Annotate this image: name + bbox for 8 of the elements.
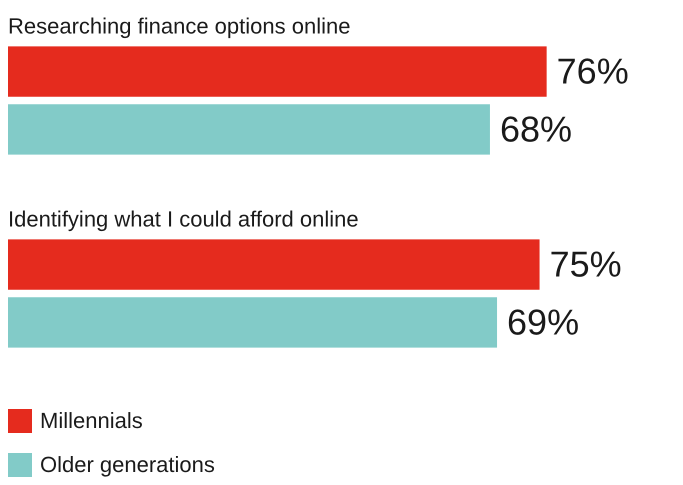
data-label: 76%: [556, 50, 629, 92]
legend-label: Millennials: [40, 408, 143, 434]
y-tick-label: Identifying what I could afford online: [8, 206, 359, 232]
data-label: 68%: [500, 108, 572, 150]
y-tick-label: Researching finance options online: [8, 13, 350, 38]
data-label: 75%: [550, 243, 622, 284]
data-label: 69%: [507, 301, 580, 342]
legend-label: Older generations: [40, 452, 215, 478]
